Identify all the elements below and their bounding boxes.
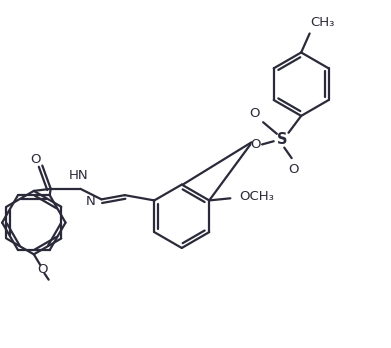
Text: HN: HN xyxy=(68,169,88,182)
Text: O: O xyxy=(249,107,260,120)
Text: O: O xyxy=(37,263,48,276)
Text: OCH₃: OCH₃ xyxy=(239,190,274,203)
Text: O: O xyxy=(31,153,41,166)
Text: S: S xyxy=(277,132,287,147)
Text: CH₃: CH₃ xyxy=(311,16,335,29)
Text: N: N xyxy=(85,195,95,208)
Text: O: O xyxy=(289,163,299,176)
Text: O: O xyxy=(251,138,261,151)
